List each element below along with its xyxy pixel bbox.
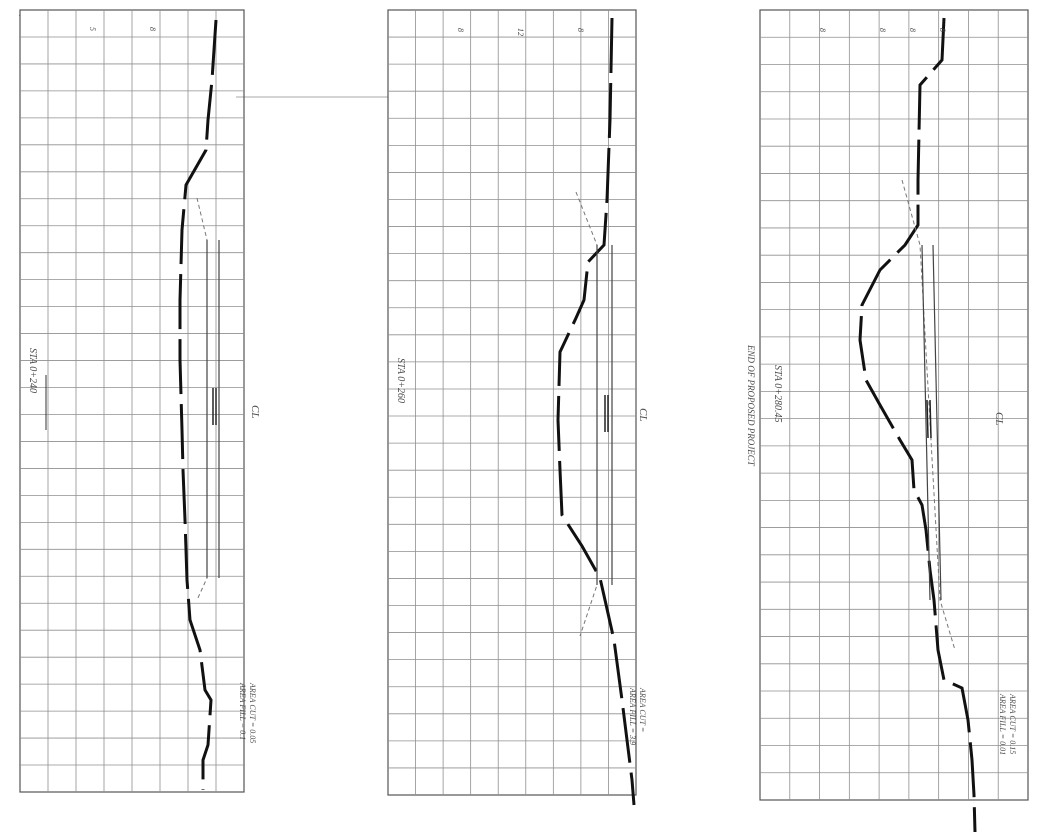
elevation-label: 8 <box>456 28 465 32</box>
elevation-label: 5 <box>88 27 97 31</box>
elevation-label: 8 <box>148 27 157 31</box>
pavement-line-right <box>932 244 942 601</box>
grid-sheet-1 <box>19 9 245 793</box>
elevation-label: 8 <box>908 28 917 32</box>
existing-ground-line <box>178 19 218 790</box>
area-cut-label: AREA CUT = 0.05 <box>248 682 257 743</box>
existing-ground-line <box>556 17 636 806</box>
proposed-template-line <box>901 179 956 651</box>
cross-section-sheet-2: STA 0+260 CL AREA CUT = AREA FILL = 3.9 … <box>387 9 649 806</box>
elevation-label: 8 <box>576 28 585 32</box>
grid-frame <box>387 9 637 796</box>
area-fill-label: AREA FILL = 3.9 <box>628 687 637 745</box>
area-cut-label: AREA CUT = <box>638 687 647 732</box>
cross-section-sheet-3: STA 0+280.45 END OF PROPOSED PROJECT CL … <box>746 9 1029 832</box>
centerline-label: CL <box>637 408 649 421</box>
centerline-label: CL <box>993 412 1005 425</box>
grid-sheet-3 <box>759 9 1029 801</box>
elevation-label: 8 <box>878 28 887 32</box>
station-label: STA 0+260 <box>395 358 406 403</box>
station-label: STA 0+280.45 <box>772 365 783 423</box>
area-fill-label: AREA FILL = 0.01 <box>998 693 1007 755</box>
area-cut-label: AREA CUT = 0.15 <box>1008 693 1017 754</box>
centerline-tick <box>929 399 932 439</box>
station-label: STA 0+240 <box>27 348 38 393</box>
existing-ground-line <box>858 17 977 832</box>
proposed-template-line <box>196 197 208 601</box>
centerline-label: CL <box>249 405 261 418</box>
pavement-line-left <box>921 244 931 601</box>
elevation-label: 8 <box>938 28 947 32</box>
centerline-tick <box>926 399 929 439</box>
elevation-label: 8 <box>818 28 827 32</box>
elevation-label: 12 <box>516 28 525 36</box>
area-fill-label: AREA FILL = 0.1 <box>238 682 247 740</box>
cross-section-sheet-1: STA 0+240 CL AREA CUT = 0.05 AREA FILL =… <box>19 9 261 793</box>
grid-frame <box>759 9 1029 801</box>
grid-sheet-2 <box>387 9 637 796</box>
end-of-project-note: END OF PROPOSED PROJECT <box>746 344 756 467</box>
